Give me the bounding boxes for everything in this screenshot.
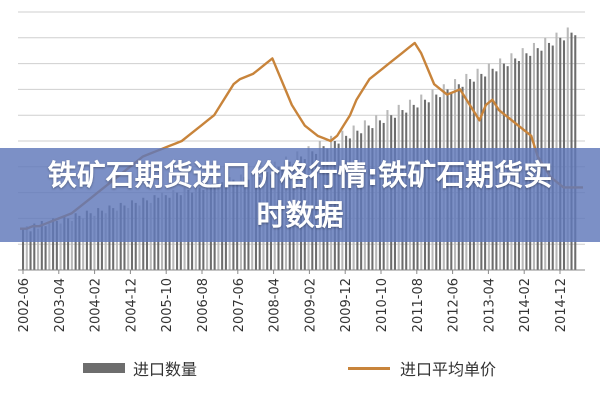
volume-bar	[22, 228, 25, 270]
x-tick-label: 2011-08	[411, 278, 426, 332]
volume-bar	[67, 218, 70, 270]
x-tick-label: 2014-12	[554, 278, 569, 332]
volume-bar	[44, 226, 47, 270]
title-banner: 铁矿石期货进口价格行情:铁矿石期货实时数据	[0, 148, 600, 242]
legend-swatch-price	[348, 367, 390, 370]
volume-bar	[33, 223, 36, 270]
x-tick-label: 2010-10	[375, 278, 390, 332]
volume-bar	[93, 215, 96, 270]
legend-label-volume: 进口数量	[133, 360, 198, 379]
volume-bar	[37, 228, 40, 270]
x-tick-label: 2004-12	[124, 278, 139, 332]
x-axis: 2002-06 2003-04 2004-02 2004-12 2005-10 2006-…	[17, 269, 585, 332]
volume-bar	[52, 218, 55, 270]
x-tick-label: 2012-06	[447, 278, 462, 332]
legend-label-price: 进口平均单价	[400, 360, 497, 379]
x-tick-label: 2013-04	[482, 278, 497, 332]
volume-bar	[40, 220, 43, 270]
volume-bar	[25, 226, 28, 270]
volume-bar	[70, 220, 73, 270]
x-tick-label: 2004-02	[89, 278, 104, 332]
x-tick-label: 2005-10	[160, 278, 175, 332]
volume-bar	[59, 223, 62, 270]
x-tick-label: 2002-06	[17, 278, 32, 332]
x-tick-label: 2014-02	[518, 278, 533, 332]
volume-bar	[48, 223, 51, 270]
x-tick-label: 2008-04	[268, 278, 283, 332]
x-tick-label: 2009-12	[339, 278, 354, 332]
x-tick-label: 2006-08	[196, 278, 211, 332]
volume-bar	[82, 218, 85, 270]
x-tick-label: 2003-04	[53, 278, 68, 332]
banner-title: 铁矿石期货进口价格行情:铁矿石期货实时数据	[47, 158, 553, 232]
legend-swatch-volume	[83, 363, 125, 373]
x-tick-label: 2009-02	[303, 278, 318, 332]
volume-bar	[63, 215, 66, 270]
legend: 进口数量 进口平均单价	[0, 356, 600, 386]
volume-bar	[78, 215, 81, 270]
volume-bar	[55, 220, 58, 270]
x-tick-label: 2007-06	[232, 278, 247, 332]
volume-bar	[29, 231, 32, 270]
